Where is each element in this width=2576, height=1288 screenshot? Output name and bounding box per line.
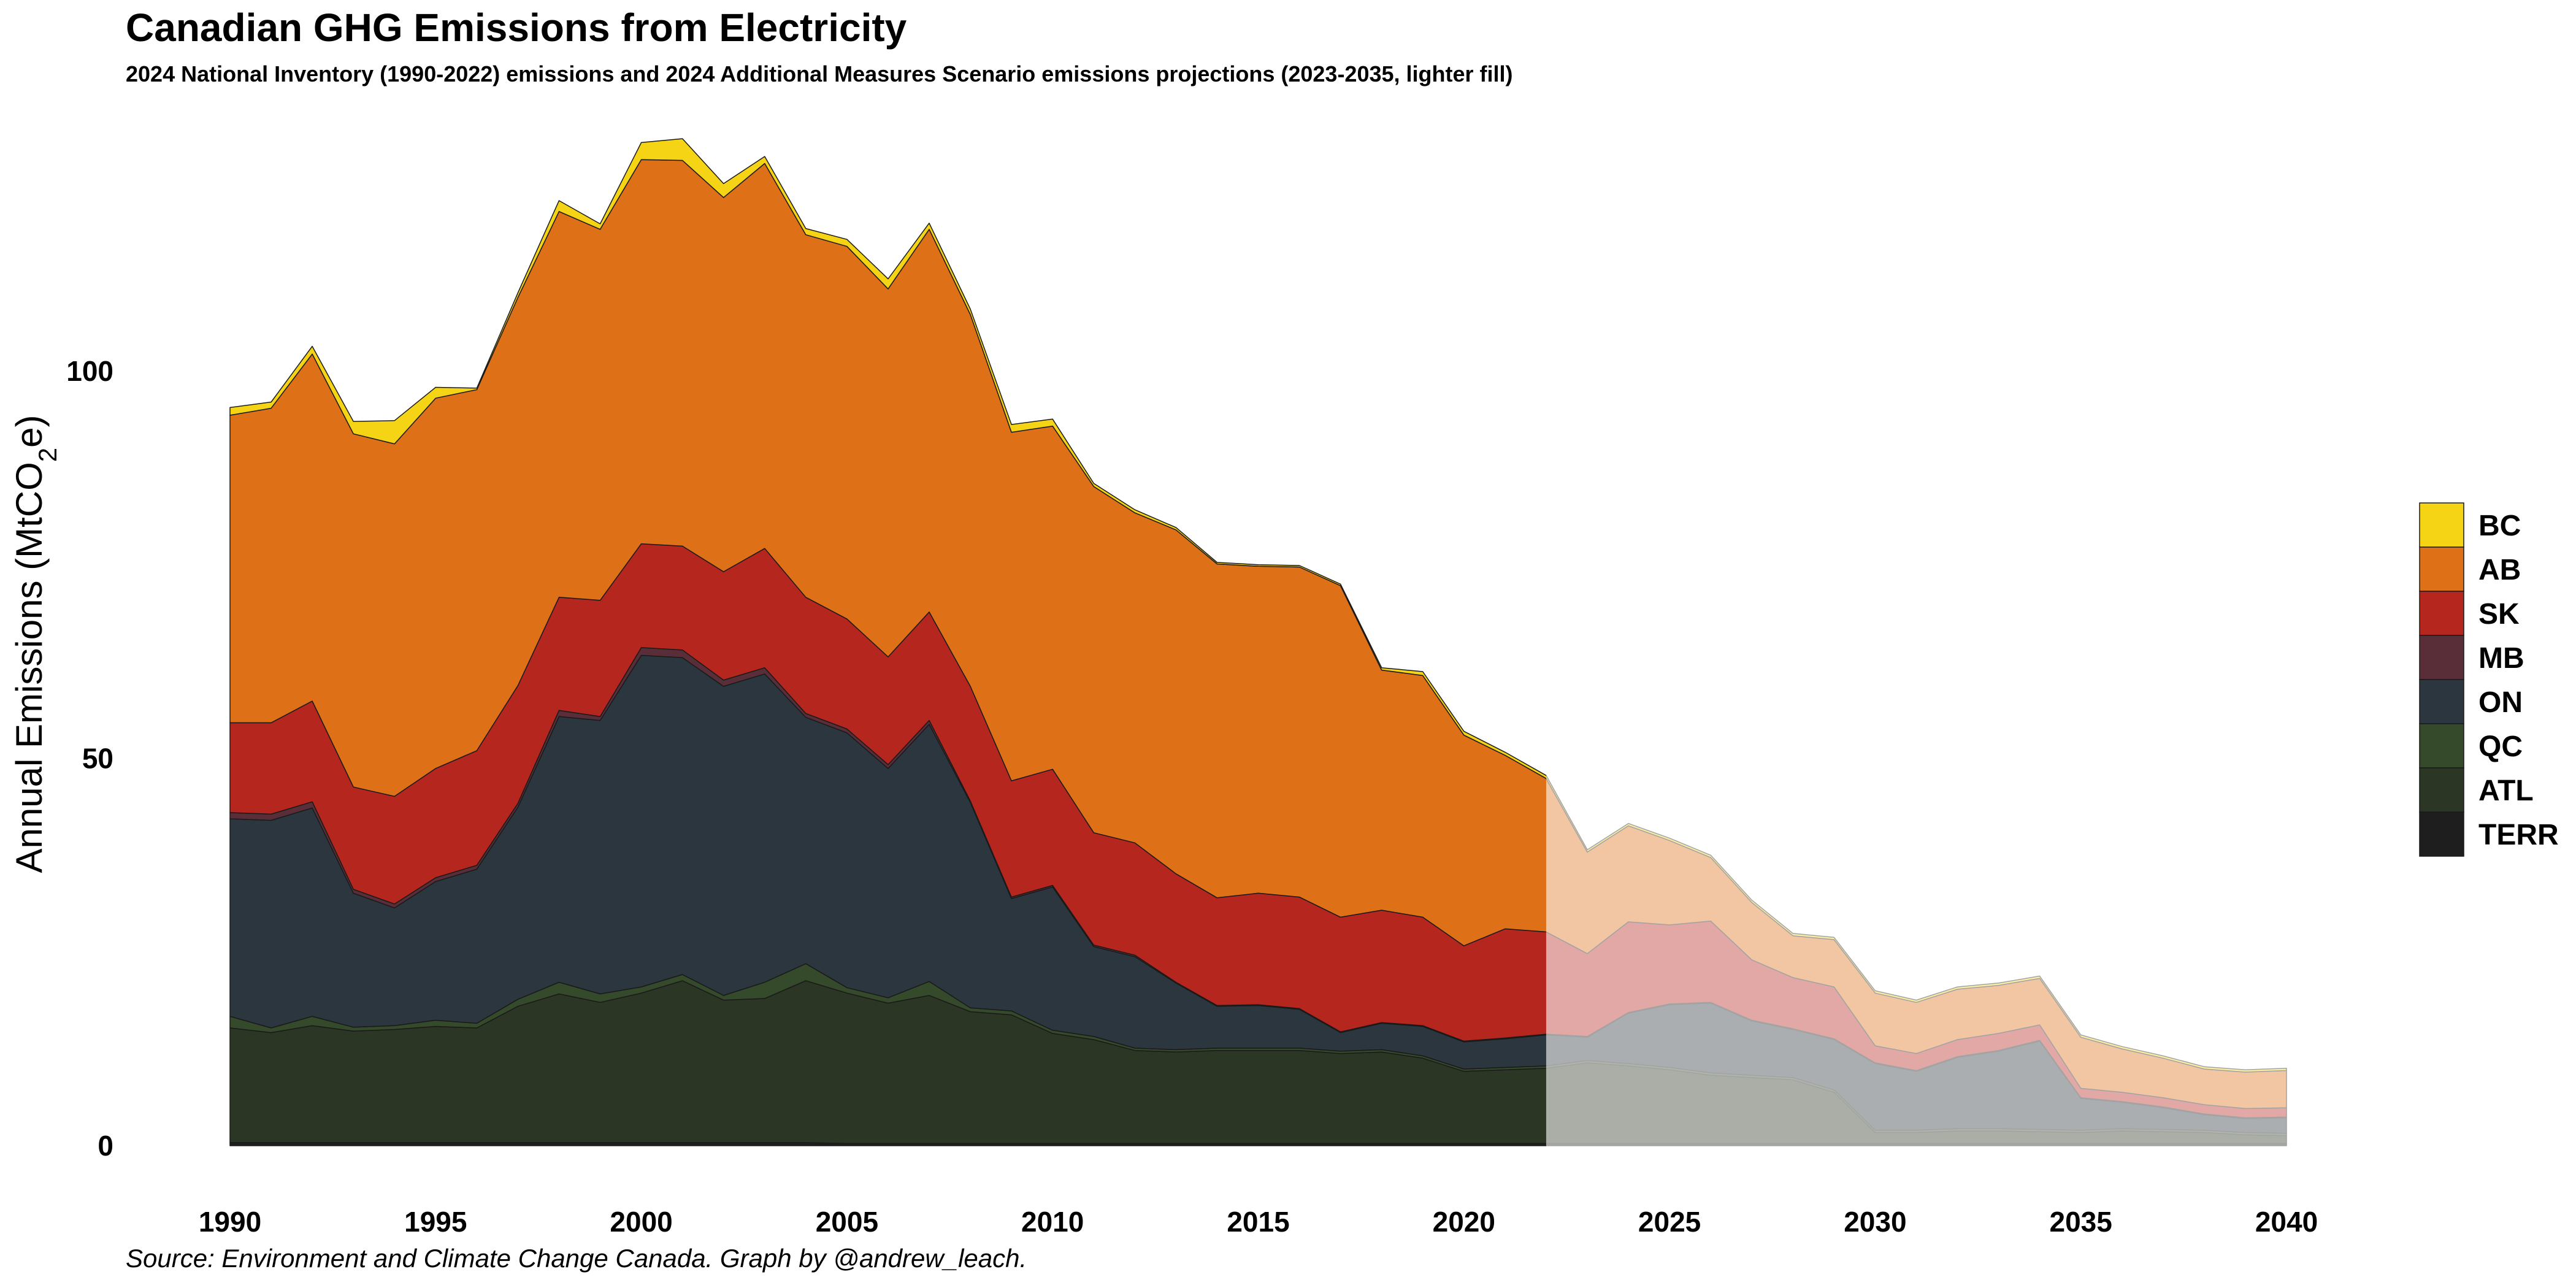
legend-label-bc: BC	[2478, 510, 2521, 542]
legend: BC AB SK MB ON QC ATL TERR	[2419, 502, 2559, 857]
legend-label-on: ON	[2478, 686, 2523, 719]
y-tick-label: 100	[66, 355, 113, 387]
legend-swatch-terr	[2419, 811, 2464, 857]
legend-label-ab: AB	[2478, 554, 2521, 586]
legend-label-atl: ATL	[2478, 775, 2534, 807]
legend-swatch-sk	[2419, 591, 2464, 636]
projection-overlay	[1546, 92, 2305, 1147]
y-axis-ticks: 0 50 100	[66, 355, 113, 1162]
x-tick-label: 2035	[2050, 1206, 2112, 1238]
legend-label-qc: QC	[2478, 730, 2523, 763]
legend-swatch-on	[2419, 679, 2464, 724]
legend-swatch-ab	[2419, 546, 2464, 592]
x-tick-label: 1990	[199, 1206, 261, 1238]
legend-label-sk: SK	[2478, 598, 2520, 631]
x-tick-label: 2025	[1638, 1206, 1701, 1238]
legend-swatch-atl	[2419, 767, 2464, 813]
x-tick-label: 2010	[1021, 1206, 1084, 1238]
legend-label-mb: MB	[2478, 642, 2524, 675]
y-tick-label: 0	[98, 1130, 113, 1162]
y-axis-label: Annual Emissions (MtCO2e)	[9, 415, 62, 873]
x-axis-ticks: 1990 1995 2000 2005 2010 2015 2020 2025 2030 2035…	[199, 1206, 2318, 1238]
chart-title: Canadian GHG Emissions from Electricity	[126, 6, 907, 50]
legend-swatch-bc	[2419, 502, 2464, 548]
x-tick-label: 2020	[1433, 1206, 1495, 1238]
legend-label-terr: TERR	[2478, 819, 2559, 851]
x-tick-label: 2000	[610, 1206, 672, 1238]
x-tick-label: 2015	[1227, 1206, 1289, 1238]
x-tick-label: 2040	[2255, 1206, 2318, 1238]
legend-swatch-mb	[2419, 635, 2464, 680]
x-tick-label: 2005	[816, 1206, 878, 1238]
legend-swatch-qc	[2419, 723, 2464, 769]
y-tick-label: 50	[82, 743, 113, 775]
x-tick-label: 1995	[404, 1206, 467, 1238]
source-caption: Source: Environment and Climate Change C…	[126, 1244, 1027, 1273]
x-tick-label: 2030	[1844, 1206, 1906, 1238]
chart-subtitle: 2024 National Inventory (1990-2022) emis…	[126, 61, 1513, 86]
